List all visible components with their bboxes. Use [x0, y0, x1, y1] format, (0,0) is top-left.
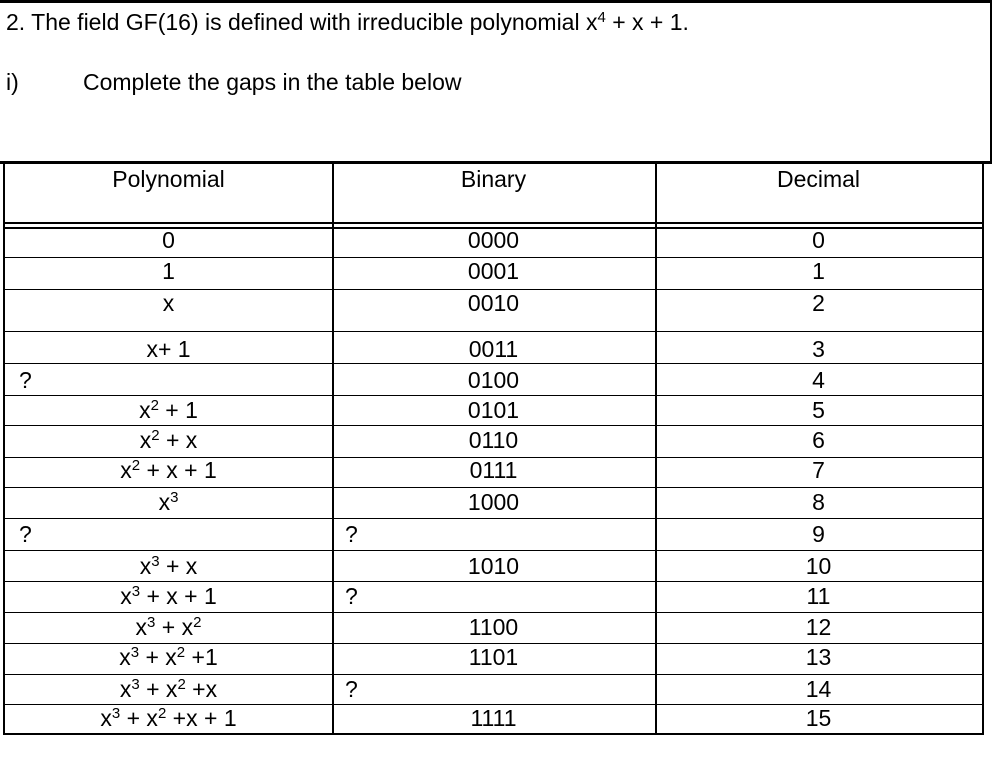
row-divider: [5, 581, 982, 582]
row-divider: [5, 704, 982, 705]
decimal-cell: 9: [812, 521, 825, 547]
binary-cell: 1000: [467, 489, 520, 515]
binary-cell: 0101: [467, 397, 520, 423]
binary-cell: 0100: [467, 367, 520, 393]
decimal-cell: 0: [812, 227, 825, 253]
decimal-cell: 10: [805, 553, 832, 579]
binary-cell: 0111: [469, 457, 518, 483]
row-divider: [5, 395, 982, 396]
polynomial-cell: x: [162, 290, 175, 316]
part-instruction: Complete the gaps in the table below: [83, 69, 462, 95]
decimal-cell: 6: [812, 427, 825, 453]
polynomial-cell: x3 + x2 +1: [119, 644, 218, 670]
header-polynomial: Polynomial: [112, 166, 225, 192]
polynomial-cell: x2 + x + 1: [120, 457, 217, 483]
decimal-cell: 13: [805, 644, 832, 670]
gf16-table: Polynomial Binary Decimal 0 0000 0 1 0001 1 x 0…: [3, 163, 984, 735]
row-divider: [5, 363, 982, 364]
header-binary: Binary: [460, 166, 527, 192]
binary-cell: 0000: [467, 227, 520, 253]
binary-cell: 1100: [468, 614, 519, 640]
polynomial-cell: x3: [158, 489, 179, 515]
binary-cell: 0001: [467, 258, 520, 284]
row-divider: [5, 674, 982, 675]
polynomial-cell: x+ 1: [146, 336, 191, 362]
binary-cell: 0110: [468, 427, 519, 453]
header-decimal: Decimal: [776, 166, 861, 192]
decimal-cell: 8: [812, 489, 825, 515]
polynomial-cell: x3 + x2: [135, 614, 202, 640]
binary-cell: ?: [345, 676, 358, 702]
binary-cell: 1101: [468, 644, 519, 670]
decimal-cell: 2: [812, 290, 825, 316]
column-divider: [332, 163, 334, 733]
row-divider: [5, 550, 982, 551]
row-divider: [5, 257, 982, 258]
polynomial-cell: x3 + x: [139, 553, 198, 579]
polynomial-cell: ?: [19, 367, 32, 393]
binary-cell: 0010: [467, 290, 520, 316]
row-divider: [5, 331, 982, 332]
row-divider: [5, 612, 982, 613]
binary-cell: 1010: [467, 553, 520, 579]
polynomial-cell: x3 + x + 1: [120, 583, 217, 609]
decimal-cell: 14: [805, 676, 832, 702]
polynomial-cell: x3 + x2 +x + 1: [100, 705, 237, 731]
row-divider: [5, 487, 982, 488]
row-divider: [5, 425, 982, 426]
row-divider: [5, 227, 982, 229]
row-divider: [5, 289, 982, 290]
row-divider: [5, 222, 982, 224]
decimal-cell: 4: [812, 367, 825, 393]
polynomial-cell: x2 + 1: [139, 397, 198, 423]
polynomial-cell: 1: [162, 258, 175, 284]
binary-cell: ?: [345, 521, 358, 547]
polynomial-cell: ?: [19, 521, 32, 547]
decimal-cell: 1: [812, 258, 825, 284]
binary-cell: 1111: [470, 705, 517, 731]
column-divider: [655, 163, 657, 733]
decimal-cell: 7: [812, 457, 825, 483]
question-title: 2. The field GF(16) is defined with irre…: [6, 9, 689, 35]
binary-cell: 0011: [468, 336, 519, 362]
decimal-cell: 15: [805, 705, 832, 731]
question-box: 2. The field GF(16) is defined with irre…: [0, 0, 992, 164]
row-divider: [5, 518, 982, 519]
binary-cell: ?: [345, 583, 358, 609]
polynomial-cell: 0: [162, 227, 175, 253]
decimal-cell: 12: [805, 614, 832, 640]
part-label: i): [6, 69, 19, 95]
decimal-cell: 3: [812, 336, 825, 362]
polynomial-cell: x3 + x2 +x: [119, 676, 218, 702]
row-divider: [5, 457, 982, 458]
decimal-cell: 5: [812, 397, 825, 423]
row-divider: [5, 643, 982, 644]
polynomial-cell: x2 + x: [139, 427, 198, 453]
decimal-cell: 11: [806, 583, 831, 609]
